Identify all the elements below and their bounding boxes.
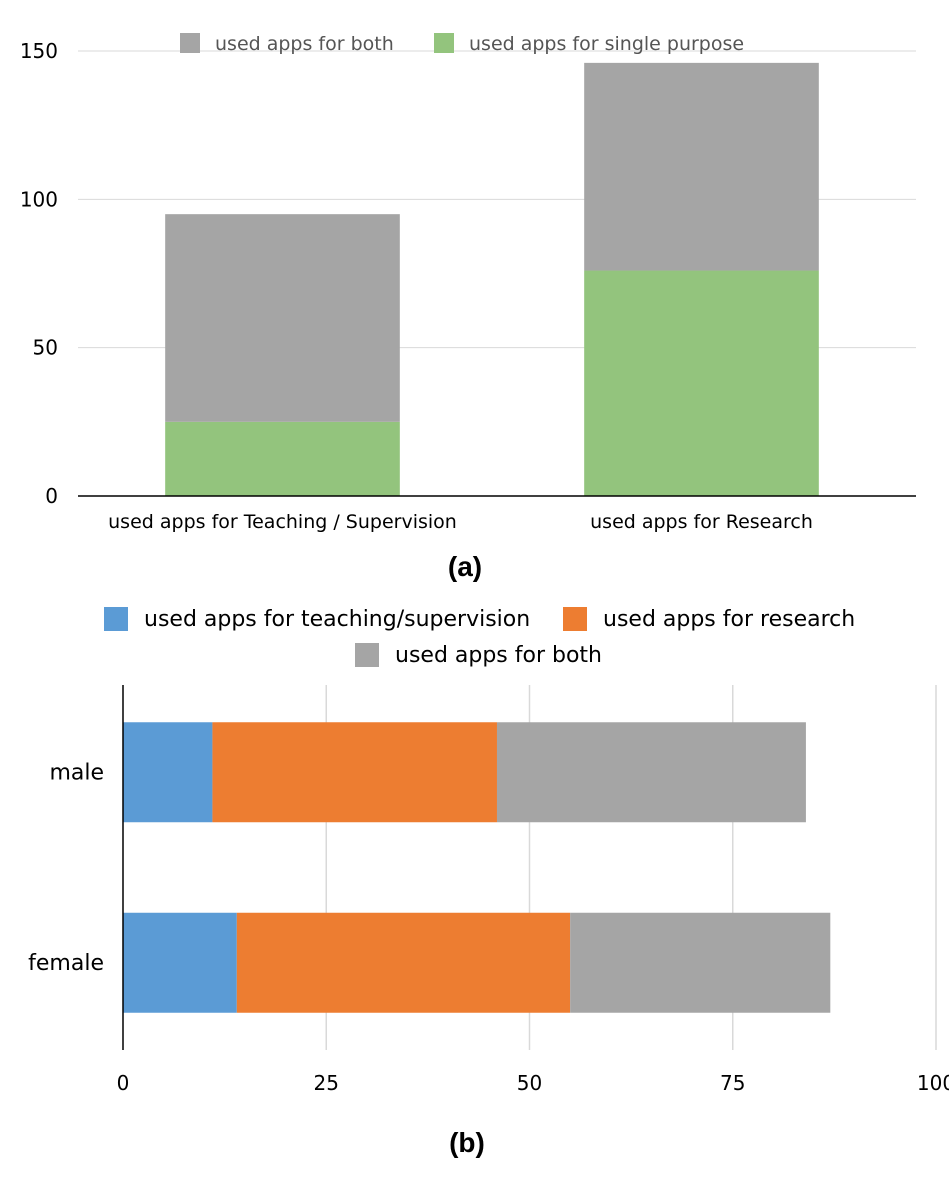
- chart-a: 0 50 100 150 used apps for Teaching / Super…: [20, 33, 916, 582]
- bar-male-used-apps-for-research: [212, 722, 497, 822]
- chart-a-y-tick-labels: 0 50 100 150: [20, 39, 58, 508]
- panel-label-a: (a): [448, 551, 482, 582]
- x-tick-label: 50: [517, 1071, 542, 1095]
- chart-a-bars: [165, 63, 819, 496]
- legend-label-used-apps-for-teaching-supervision: used apps for teaching/supervision: [144, 607, 530, 632]
- legend-label-used-apps-for-research: used apps for research: [603, 607, 855, 632]
- bar-female-used-apps-for-teaching-supervision: [123, 913, 237, 1013]
- y-tick-label: 50: [33, 336, 58, 360]
- legend-swatch-used-apps-for-both: [355, 643, 379, 667]
- bar-used-apps-for-teaching-supervision-used-apps-for-both: [165, 214, 400, 422]
- bar-used-apps-for-research-used-apps-for-both: [584, 63, 819, 271]
- chart-b-bars: [123, 722, 830, 1013]
- bar-female-used-apps-for-research: [237, 913, 570, 1013]
- bar-used-apps-for-research-used-apps-for-single-purpose: [584, 271, 819, 496]
- bar-male-used-apps-for-teaching-supervision: [123, 722, 212, 822]
- chart-b-x-tick-labels: 0 25 50 75 100: [117, 1071, 949, 1095]
- legend-swatch-used-apps-for-teaching-supervision: [104, 607, 128, 631]
- legend-swatch-used-apps-for-research: [563, 607, 587, 631]
- x-tick-label: 0: [117, 1071, 130, 1095]
- legend-swatch-used-apps-for-both: [180, 33, 200, 53]
- bar-female-used-apps-for-both: [570, 913, 830, 1013]
- bar-male-used-apps-for-both: [497, 722, 806, 822]
- x-tick-label: 75: [720, 1071, 745, 1095]
- y-tick-label: 150: [20, 39, 58, 63]
- legend-label-used-apps-for-both: used apps for both: [395, 643, 602, 668]
- panel-label-b: (b): [449, 1127, 485, 1158]
- x-tick-label: 100: [917, 1071, 949, 1095]
- y-tick-label: 0: [45, 484, 58, 508]
- category-label: used apps for Research: [590, 511, 813, 533]
- legend-swatch-used-apps-for-single-purpose: [434, 33, 454, 53]
- bar-used-apps-for-teaching-supervision-used-apps-for-single-purpose: [165, 422, 400, 496]
- y-tick-label: 100: [20, 187, 58, 211]
- category-label: female: [28, 951, 104, 976]
- chart-b-category-labels: male female: [28, 760, 104, 976]
- legend-label-used-apps-for-single-purpose: used apps for single purpose: [469, 33, 744, 55]
- chart-a-legend: used apps for both used apps for single p…: [180, 33, 744, 55]
- chart-a-category-labels: used apps for Teaching / Supervision used…: [108, 511, 813, 533]
- category-label: used apps for Teaching / Supervision: [108, 511, 457, 533]
- x-tick-label: 25: [314, 1071, 339, 1095]
- chart-b: used apps for teaching/supervision used a…: [28, 607, 949, 1158]
- category-label: male: [49, 760, 104, 785]
- legend-label-used-apps-for-both: used apps for both: [215, 33, 394, 55]
- chart-b-legend: used apps for teaching/supervision used a…: [104, 607, 855, 668]
